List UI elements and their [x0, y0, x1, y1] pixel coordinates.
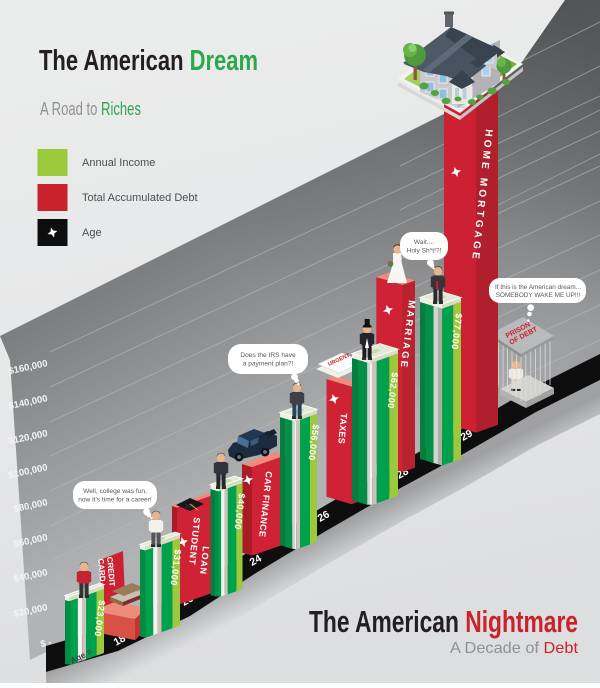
svg-text:TAXES: TAXES — [336, 413, 349, 445]
svg-text:Holy Sh*t!?!: Holy Sh*t!?! — [407, 248, 442, 255]
svg-text:26: 26 — [316, 508, 332, 524]
svg-text:$31,000: $31,000 — [169, 549, 183, 587]
svg-text:The American Dream: The American Dream — [39, 45, 258, 77]
svg-text:$62,000: $62,000 — [386, 372, 400, 410]
svg-text:$40,000: $40,000 — [233, 493, 247, 531]
svg-text:Total Accumulated Debt: Total Accumulated Debt — [82, 192, 198, 204]
svg-text:Well, college was fun,: Well, college was fun, — [83, 488, 147, 495]
svg-text:$56,000: $56,000 — [307, 424, 321, 462]
svg-text:A Decade of Debt: A Decade of Debt — [450, 640, 579, 657]
svg-text:Does the IRS have: Does the IRS have — [240, 352, 296, 359]
svg-text:$77,000: $77,000 — [450, 313, 464, 351]
svg-text:CREDITCARD: CREDITCARD — [96, 556, 117, 587]
svg-text:Wait....: Wait.... — [414, 239, 434, 246]
svg-text:Age: Age — [82, 227, 102, 239]
svg-text:SOMEBODY WAKE ME UP!!!: SOMEBODY WAKE ME UP!!! — [496, 292, 581, 299]
svg-text:24: 24 — [248, 552, 264, 568]
svg-text:The American Nightmare: The American Nightmare — [309, 604, 578, 639]
svg-text:$23,000: $23,000 — [93, 600, 107, 638]
svg-text:now it’s time for a career!: now it’s time for a career! — [78, 497, 152, 504]
svg-text:a payment plan?!: a payment plan?! — [243, 361, 294, 368]
svg-text:A Road to Riches: A Road to Riches — [40, 99, 141, 119]
svg-text:LOAN: LOAN — [198, 546, 211, 576]
svg-text:If this is the American dream.: If this is the American dream... — [495, 284, 581, 291]
svg-text:29: 29 — [459, 427, 475, 443]
svg-text:Annual Income: Annual Income — [82, 157, 155, 169]
